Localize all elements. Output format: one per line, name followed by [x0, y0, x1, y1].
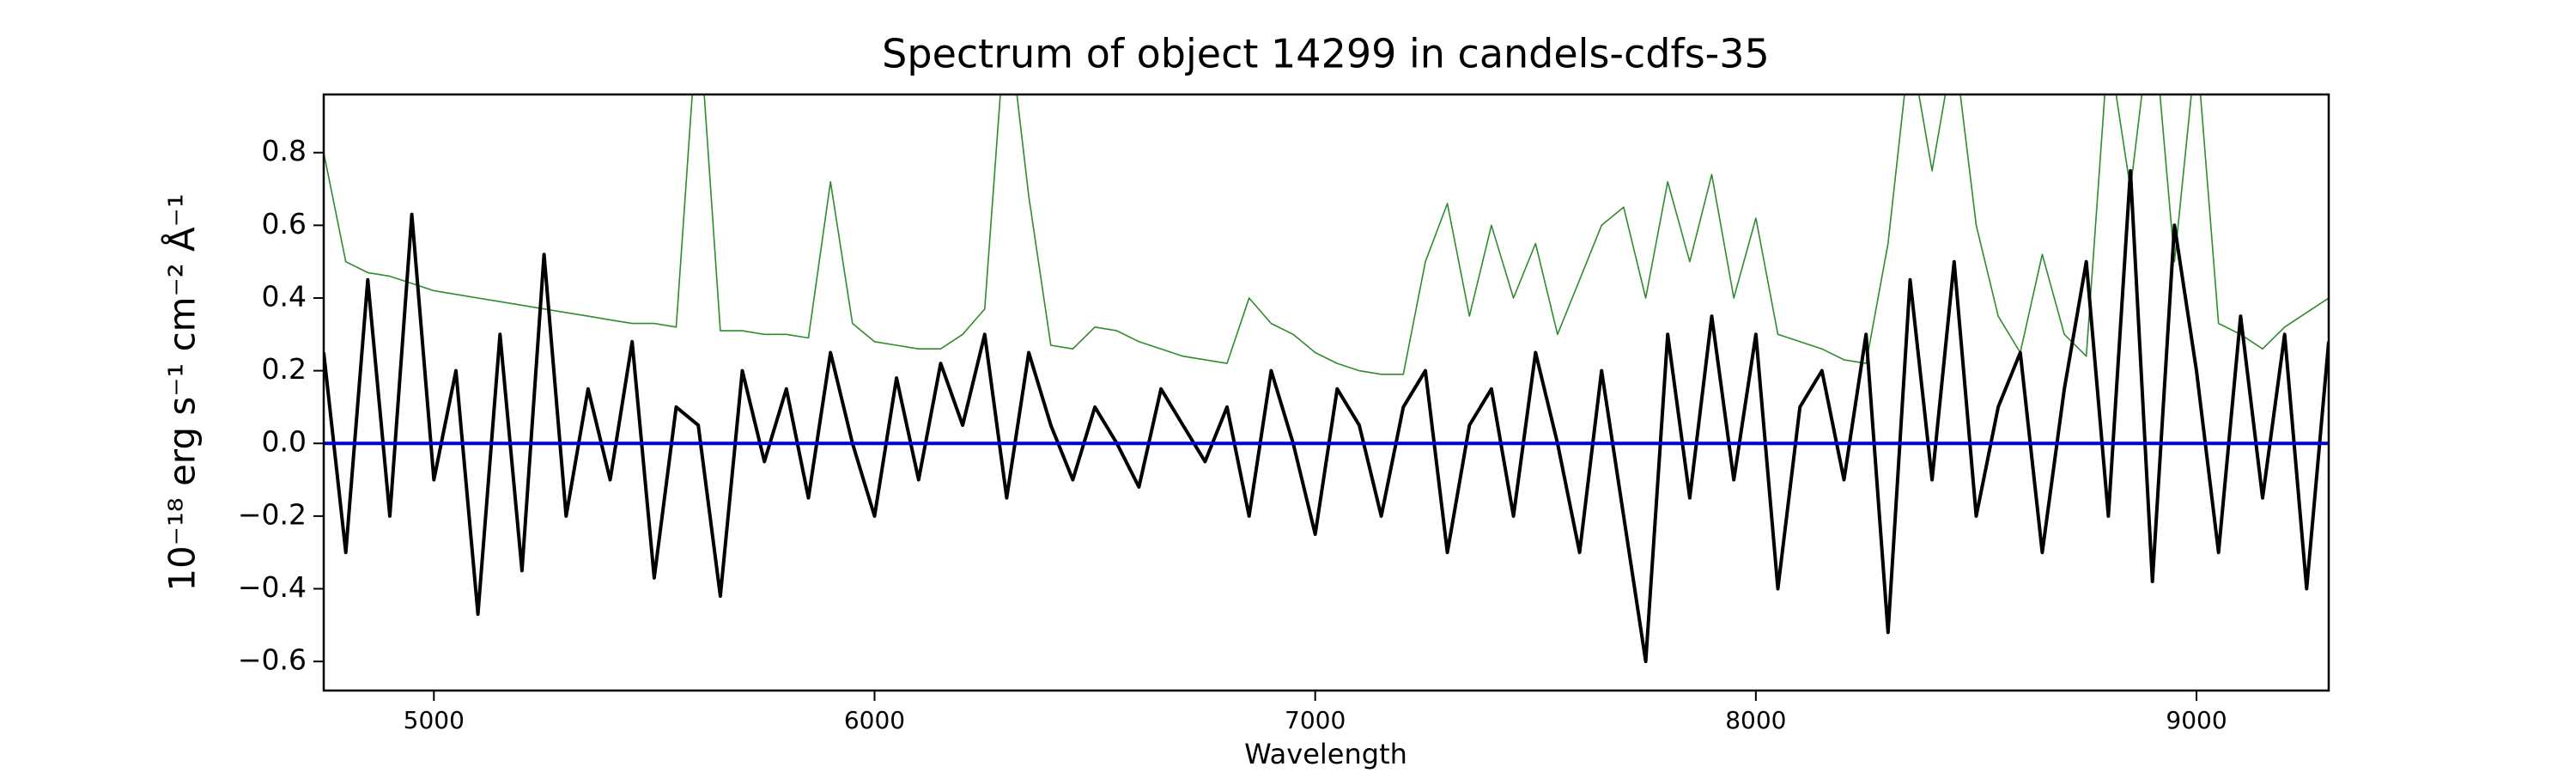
y-tick-label: −0.2 — [238, 497, 307, 531]
y-tick-label: 0.0 — [262, 425, 307, 459]
y-tick-label: −0.4 — [238, 570, 307, 604]
x-axis-label: Wavelength — [1244, 738, 1407, 770]
y-tick-label: 0.2 — [262, 352, 307, 386]
plot-area — [324, 94, 2329, 664]
x-tick-label: 8000 — [1725, 706, 1786, 734]
y-tick-label: 0.6 — [262, 207, 307, 240]
x-tick-label: 9000 — [2166, 706, 2227, 734]
y-axis-label: 10⁻¹⁸ erg s⁻¹ cm⁻² Å⁻¹ — [161, 193, 204, 591]
x-tick-label: 7000 — [1285, 706, 1346, 734]
plot-frame — [322, 93, 2330, 692]
x-tick-label: 6000 — [844, 706, 905, 734]
x-tick-label: 5000 — [404, 706, 465, 734]
y-tick-label: −0.6 — [238, 643, 307, 677]
spectrum-line — [324, 94, 2329, 375]
y-tick-label: 0.4 — [262, 279, 307, 313]
chart-title: Spectrum of object 14299 in candels-cdfs… — [882, 31, 1770, 77]
spectrum-line — [324, 168, 2329, 664]
y-tick-label: 0.8 — [262, 134, 307, 167]
